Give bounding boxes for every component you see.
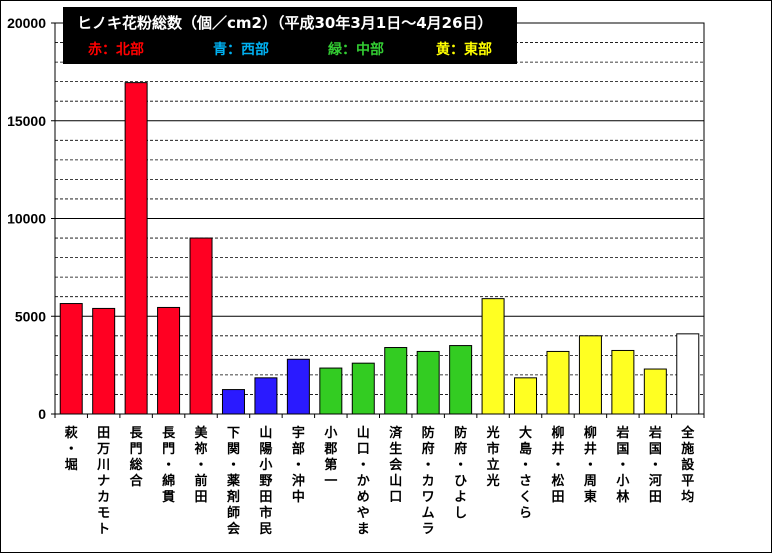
bar: [124, 82, 148, 415]
bar: [221, 389, 245, 415]
bar: [416, 350, 440, 415]
bar: [449, 345, 473, 415]
bar: [59, 303, 83, 415]
bar: [514, 377, 538, 415]
bars: [59, 82, 700, 415]
x-tick-label: 防府・カワムラ: [422, 425, 435, 537]
x-tick-label: 柳井・周東: [584, 425, 597, 505]
bar: [611, 349, 635, 415]
y-tick-label: 5000: [15, 308, 46, 324]
x-tick-labels: 萩・堀 田万川ナカモト 長門総合 長門・綿貫 美祢・前田 下関・薬剤師会 山陽小野田市民 宇部…: [64, 425, 696, 537]
bar: [319, 367, 343, 415]
legend: 赤：北部 青：西部 緑：中部 黄：東部: [63, 39, 517, 59]
y-tick-label: 20000: [7, 15, 46, 31]
legend-item-north: 赤：北部: [88, 42, 144, 58]
x-tick-label: 宇部・沖中: [292, 425, 305, 505]
bar: [189, 237, 213, 415]
x-tick-label: 小郡第一: [323, 426, 337, 489]
x-tick-label: 山口・かめやま: [357, 425, 370, 537]
x-tick-label: 全施設平均: [680, 425, 695, 505]
bar: [286, 358, 310, 415]
x-tick-label: 大島・さくら: [519, 425, 532, 521]
x-tick-label: 田万川ナカモト: [96, 426, 110, 537]
bar: [481, 298, 505, 415]
bar: [92, 307, 116, 415]
x-tick-label: 岩国・河田: [648, 425, 662, 505]
bar: [546, 350, 570, 415]
bar: [351, 362, 375, 415]
y-tick-label: 15000: [7, 113, 46, 129]
bar: [676, 333, 700, 415]
x-tick-label: 済生会山口: [389, 425, 403, 505]
bar: [643, 368, 667, 415]
bar: [384, 347, 408, 415]
bar: [254, 377, 278, 415]
x-tick-label: 岩国・小林: [615, 425, 629, 505]
x-tick-label: 美祢・前田: [195, 425, 209, 505]
y-tick-label: 10000: [7, 211, 46, 227]
x-tick-label: 柳井・松田: [551, 425, 564, 505]
legend-item-central: 緑：中部: [328, 42, 384, 58]
bar: [157, 306, 181, 415]
bar: [578, 335, 602, 415]
grid-lines: [55, 42, 704, 395]
x-tick-label: 萩・堀: [64, 425, 78, 473]
chart-title-box: ヒノキ花粉総数（個／cm2）（平成30年3月1日～4月26日） 赤：北部 青：西…: [63, 7, 517, 64]
chart-title: ヒノキ花粉総数（個／cm2）（平成30年3月1日～4月26日）: [77, 14, 493, 32]
legend-item-east: 黄：東部: [436, 42, 492, 58]
x-tick-label: 長門総合: [130, 426, 144, 489]
legend-item-west: 青：西部: [213, 42, 269, 58]
x-tick-label: 長門・綿貫: [162, 426, 176, 505]
x-tick-label: 山陽小野田市民: [259, 425, 272, 537]
axes: [51, 22, 705, 418]
x-tick-label: 下関・薬剤師会: [226, 426, 241, 537]
x-tick-label: 防府・ひよし: [454, 425, 467, 521]
x-tick-label: 光市立光: [486, 425, 500, 489]
y-tick-label: 0: [38, 406, 46, 422]
y-tick-labels: 0 5000 10000 15000 20000: [7, 15, 46, 422]
